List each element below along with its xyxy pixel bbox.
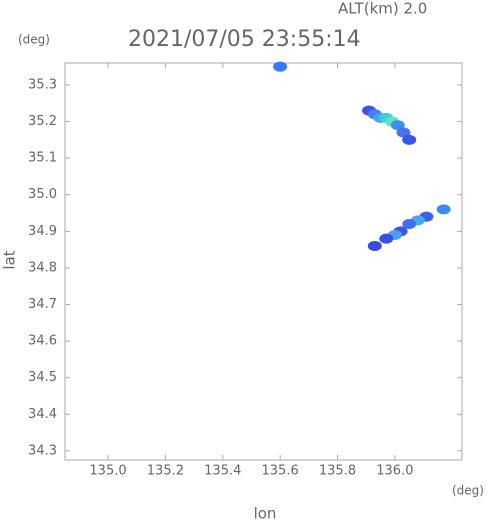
x-tick-label: 135.8	[319, 464, 356, 479]
echo-cell	[402, 134, 417, 145]
echo-cell	[402, 218, 417, 229]
y-tick-label: 35.2	[28, 114, 57, 129]
y-tick-label: 34.4	[28, 407, 57, 422]
y-tick-label: 34.8	[28, 260, 57, 275]
y-tick-label: 35.0	[28, 187, 57, 202]
x-tick-label: 135.0	[89, 464, 126, 479]
y-tick-label: 34.3	[28, 443, 57, 458]
echo-cell	[379, 233, 394, 244]
y-tick-label: 34.9	[28, 224, 57, 239]
echo-cell	[396, 127, 411, 138]
y-tick-label: 35.1	[28, 151, 57, 166]
x-tick-label: 136.0	[376, 464, 413, 479]
echo-cell	[390, 120, 405, 131]
x-axis-label: lon	[254, 505, 277, 521]
x-tick-label: 135.6	[262, 464, 299, 479]
y-tick-label: 34.6	[28, 334, 57, 349]
echo-cell	[436, 204, 451, 215]
y-axis-label: lat	[1, 250, 19, 269]
y-tick-label: 34.5	[28, 370, 57, 385]
x-tick-label: 135.4	[204, 464, 241, 479]
echo-cell	[367, 240, 382, 251]
echo-cell	[273, 61, 288, 72]
altitude-label: ALT(km) 2.0	[338, 0, 427, 18]
x-tick-label: 135.2	[147, 464, 184, 479]
y-unit: (deg)	[18, 33, 50, 47]
x-unit: (deg)	[452, 484, 484, 498]
y-tick-label: 34.7	[28, 297, 57, 312]
chart-title: 2021/07/05 23:55:14	[128, 27, 361, 52]
y-tick-label: 35.3	[28, 77, 57, 92]
plot-frame	[64, 62, 463, 461]
